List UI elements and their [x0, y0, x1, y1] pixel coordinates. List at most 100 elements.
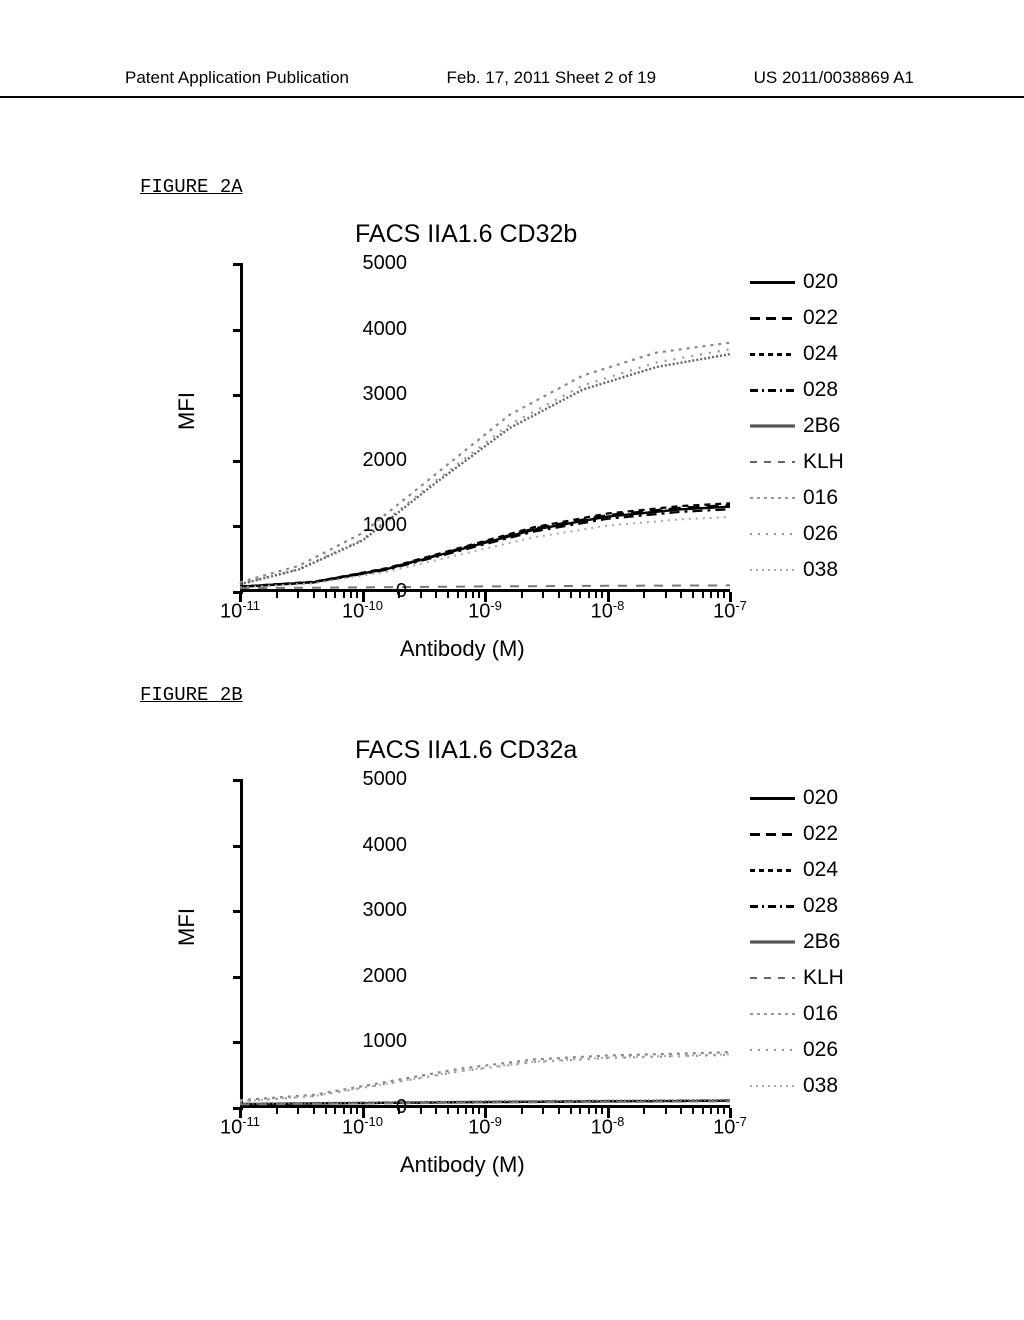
x-tick-minor	[680, 592, 682, 598]
x-tick-minor	[643, 592, 645, 598]
legend-label: 024	[803, 858, 838, 882]
y-tick-mark	[233, 779, 243, 782]
y-tick-mark	[233, 976, 243, 979]
x-tick-minor	[521, 1108, 523, 1114]
legend-swatch	[750, 425, 795, 427]
x-tick-mark	[729, 1108, 732, 1118]
y-tick-mark	[233, 460, 243, 463]
legend-label: 016	[803, 486, 838, 510]
x-tick-minor	[665, 1108, 667, 1114]
legend-label: 022	[803, 306, 838, 330]
legend-label: 016	[803, 1002, 838, 1026]
legend-item: 020	[750, 270, 844, 294]
y-tick-mark	[233, 845, 243, 848]
legend-swatch	[750, 869, 795, 872]
y-tick: 1000	[347, 514, 407, 537]
header-left: Patent Application Publication	[125, 68, 349, 88]
legend-item: 2B6	[750, 930, 844, 954]
figure-b-title: FACS IIA1.6 CD32a	[355, 736, 577, 765]
curve-020	[240, 507, 730, 587]
x-tick-minor	[420, 592, 422, 598]
legend-label: 022	[803, 822, 838, 846]
legend-label: KLH	[803, 966, 844, 990]
page-header: Patent Application Publication Feb. 17, …	[0, 68, 1024, 98]
y-tick-mark	[233, 525, 243, 528]
legend-item: 022	[750, 822, 844, 846]
x-tick-mark	[484, 1108, 487, 1118]
x-tick-minor	[542, 1108, 544, 1114]
legend-label: 026	[803, 1038, 838, 1062]
legend-item: 020	[750, 786, 844, 810]
y-tick: 2000	[347, 965, 407, 988]
y-tick-mark	[233, 1041, 243, 1044]
x-tick-minor	[297, 592, 299, 598]
legend-item: KLH	[750, 450, 844, 474]
legend-item: 028	[750, 378, 844, 402]
legend-swatch	[750, 497, 795, 499]
x-tick-minor	[325, 592, 327, 598]
header-right: US 2011/0038869 A1	[754, 68, 914, 88]
y-tick-mark	[233, 263, 243, 266]
curve-KLH	[240, 585, 730, 588]
curve-038	[240, 517, 730, 587]
legend-label: 024	[803, 342, 838, 366]
y-tick: 5000	[347, 252, 407, 275]
chart-b: MFI Antibody (M) 0200220240282B6KLH01602…	[160, 762, 900, 1182]
legend-item: 026	[750, 522, 844, 546]
x-tick-minor	[692, 592, 694, 598]
legend-label: 026	[803, 522, 838, 546]
curve-024	[240, 503, 730, 586]
chart-b-curves	[240, 780, 730, 1108]
x-tick-minor	[313, 1108, 315, 1114]
x-tick-minor	[665, 592, 667, 598]
y-tick: 1000	[347, 1030, 407, 1053]
legend-swatch	[750, 353, 795, 356]
chart-a-curves	[240, 264, 730, 592]
legend-item: 038	[750, 1074, 844, 1098]
x-tick-mark	[362, 1108, 365, 1118]
x-tick-minor	[276, 1108, 278, 1114]
chart-b-xlabel: Antibody (M)	[400, 1152, 525, 1178]
legend-swatch	[750, 833, 795, 836]
legend-swatch	[750, 389, 795, 392]
curve-026	[240, 349, 730, 584]
x-tick-minor	[542, 592, 544, 598]
figure-a-label: FIGURE 2A	[140, 176, 243, 198]
y-tick: 3000	[347, 383, 407, 406]
x-tick-minor	[680, 1108, 682, 1114]
legend-swatch	[750, 461, 795, 463]
x-tick-minor	[276, 592, 278, 598]
x-tick-minor	[313, 592, 315, 598]
x-tick-mark	[239, 592, 242, 602]
x-tick-mark	[607, 1108, 610, 1118]
legend-swatch	[750, 977, 795, 979]
y-tick-mark	[233, 910, 243, 913]
curve-2B6	[240, 354, 730, 584]
legend-label: KLH	[803, 450, 844, 474]
legend-swatch	[750, 317, 795, 320]
x-tick-mark	[729, 592, 732, 602]
x-tick-minor	[521, 592, 523, 598]
legend-label: 2B6	[803, 930, 840, 954]
chart-b-legend: 0200220240282B6KLH016026038	[750, 786, 844, 1110]
legend-item: 024	[750, 342, 844, 366]
legend-label: 028	[803, 378, 838, 402]
legend-swatch	[750, 941, 795, 943]
chart-a-xlabel: Antibody (M)	[400, 636, 525, 662]
x-tick-minor	[325, 1108, 327, 1114]
x-tick-minor	[643, 1108, 645, 1114]
legend-label: 020	[803, 786, 838, 810]
legend-swatch	[750, 797, 795, 800]
y-tick: 3000	[347, 899, 407, 922]
legend-item: 022	[750, 306, 844, 330]
legend-swatch	[750, 905, 795, 908]
legend-item: 024	[750, 858, 844, 882]
chart-b-ylabel: MFI	[174, 908, 200, 946]
legend-swatch	[750, 569, 795, 571]
x-tick-minor	[297, 1108, 299, 1114]
legend-label: 2B6	[803, 414, 840, 438]
x-tick-minor	[692, 1108, 694, 1114]
chart-a-legend: 0200220240282B6KLH016026038	[750, 270, 844, 594]
y-tick: 4000	[347, 318, 407, 341]
x-tick-minor	[447, 1108, 449, 1114]
